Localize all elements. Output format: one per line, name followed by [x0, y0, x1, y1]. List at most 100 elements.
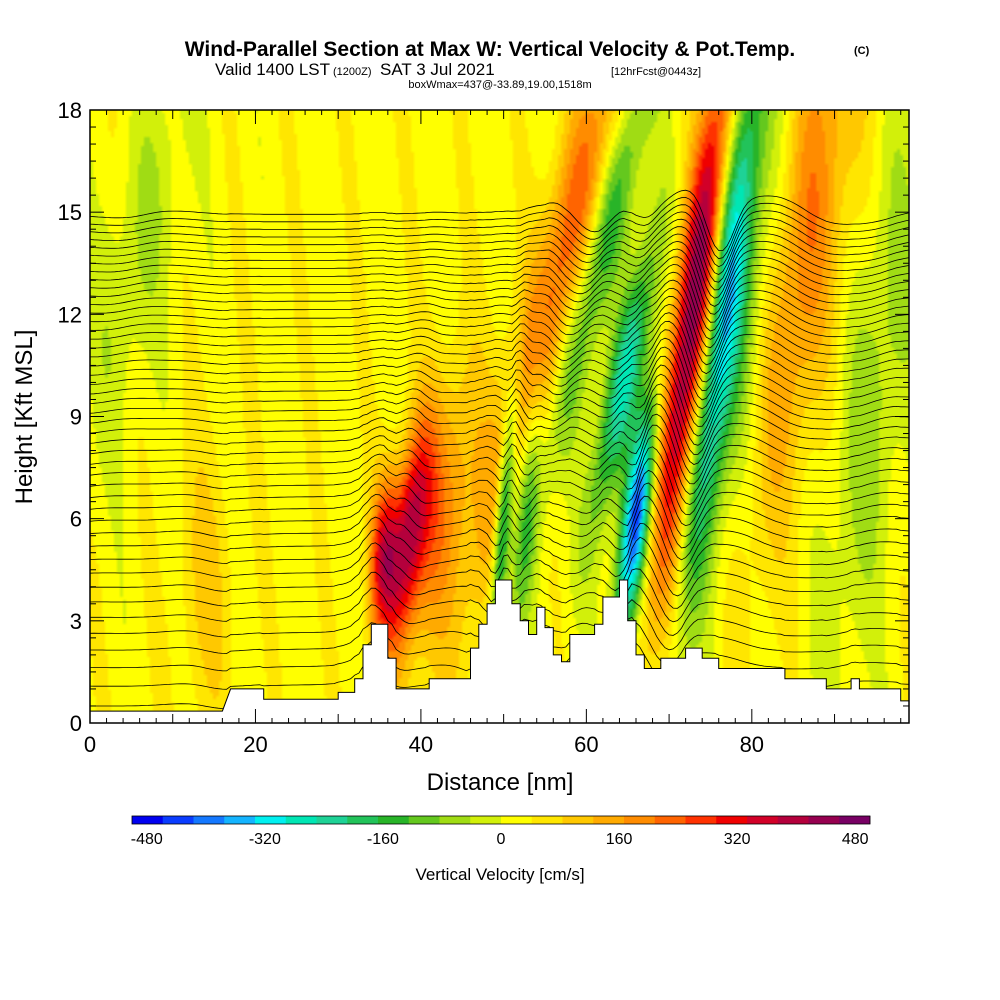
chart-title-copyright: (C): [854, 45, 870, 57]
colorbar-tick-label: -480: [131, 831, 163, 848]
y-tick-label: 15: [58, 200, 82, 225]
theta-contour: [90, 312, 909, 383]
x-tick-label: 80: [740, 732, 764, 757]
colorbar-swatch: [439, 816, 471, 824]
colorbar-tick-label: 320: [724, 831, 751, 848]
plot-area: [90, 110, 909, 723]
theta-contour: [90, 256, 909, 323]
theta-contour: [90, 303, 909, 375]
theta-contour: [90, 495, 909, 561]
colorbar-swatch: [470, 816, 502, 824]
colorbar-swatch: [685, 816, 717, 824]
colorbar-title: Vertical Velocity [cm/s]: [415, 865, 584, 884]
colorbar-swatch: [132, 816, 164, 824]
colorbar-frame: [131, 815, 871, 825]
x-axis-label: Distance [nm]: [427, 769, 574, 796]
theta-contour: [90, 403, 909, 475]
theta-contour: [90, 295, 909, 366]
colorbar-swatch: [716, 816, 748, 824]
theta-contour: [90, 508, 909, 572]
theta-contour: [90, 458, 909, 527]
colorbar-tick-label: 160: [606, 831, 633, 848]
x-axis: 0 20 40 60 80: [84, 110, 902, 757]
theta-contour: [90, 522, 909, 584]
theta-contour: [90, 413, 909, 485]
y-axis-label: Height [Kft MSL]: [11, 330, 38, 505]
chart-subtitle-date: SAT 3 Jul 2021: [380, 60, 495, 79]
colorbar-swatch: [654, 816, 686, 824]
y-tick-label: 9: [70, 405, 82, 430]
colorbar-swatch: [193, 816, 225, 824]
colorbar-swatch: [839, 816, 871, 824]
theta-contour: [90, 233, 909, 299]
colorbar-swatch: [316, 816, 348, 824]
theta-contour: [90, 364, 909, 437]
theta-contour: [90, 189, 909, 251]
colorbar-swatch: [747, 816, 779, 824]
chart-title: Wind-Parallel Section at Max W: Vertical…: [185, 38, 796, 61]
colorbar-swatch: [808, 816, 840, 824]
colorbar-swatch: [285, 816, 317, 824]
colorbar-swatch: [593, 816, 625, 824]
theta-contour: [90, 218, 909, 283]
theta-contour: [90, 287, 909, 357]
theta-contour: [90, 264, 909, 332]
theta-contour: [90, 329, 909, 401]
colorbar-swatch: [562, 816, 594, 824]
theta-contour: [90, 393, 909, 465]
theta-contour: [90, 346, 909, 419]
potential-temperature-contours: [90, 189, 909, 716]
theta-contour: [90, 424, 909, 495]
x-tick-label: 40: [409, 732, 433, 757]
theta-contour: [90, 383, 909, 455]
colorbar-swatch: [162, 816, 194, 824]
colorbar: -480 -320 -160 0 160 320 480: [131, 815, 871, 848]
theta-contour: [90, 271, 909, 340]
chart-subtitle-zulu: (1200Z): [333, 66, 372, 78]
chart-header: Wind-Parallel Section at Max W: Vertical…: [185, 38, 870, 91]
colorbar-swatch: [777, 816, 809, 824]
y-tick-label: 3: [70, 609, 82, 634]
theta-contour: [90, 240, 909, 307]
y-axis: 0 3 6 9 12 15 18: [58, 98, 909, 736]
y-tick-label: 0: [70, 711, 82, 736]
theta-contour: [90, 204, 909, 268]
theta-contour: [90, 211, 909, 275]
theta-contour: [90, 373, 909, 446]
theta-contour: [90, 320, 909, 392]
x-tick-label: 0: [84, 732, 96, 757]
theta-contour: [90, 355, 909, 427]
theta-contour: [90, 196, 909, 260]
chart-subtitle-box: boxWmax=437@-33.89,19.00,1518m: [408, 79, 591, 91]
theta-contour: [90, 337, 909, 410]
x-tick-label: 60: [574, 732, 598, 757]
chart-subtitle-forecast: [12hrFcst@0443z]: [611, 66, 701, 78]
y-tick-label: 12: [58, 302, 82, 327]
colorbar-tick-label: -320: [249, 831, 281, 848]
theta-contour: [90, 446, 909, 516]
theta-contour: [90, 435, 909, 506]
colorbar-swatch: [624, 816, 656, 824]
theta-contour: [90, 226, 909, 291]
x-tick-label: 20: [243, 732, 267, 757]
theta-contour: [90, 469, 909, 537]
theta-contour: [90, 482, 909, 549]
colorbar-swatch: [347, 816, 379, 824]
colorbar-tick-label: -160: [367, 831, 399, 848]
colorbar-swatch: [531, 816, 563, 824]
y-tick-label: 6: [70, 507, 82, 532]
colorbar-swatch: [378, 816, 410, 824]
chart-subtitle-prefix: Valid 1400 LST: [215, 60, 330, 79]
theta-contour: [90, 248, 909, 315]
terrain-mask: [90, 579, 909, 723]
theta-contour: [90, 279, 909, 349]
y-tick-label: 18: [58, 98, 82, 123]
colorbar-swatch: [255, 816, 287, 824]
colorbar-tick-label: 480: [842, 831, 869, 848]
colorbar-swatch: [408, 816, 440, 824]
theta-contour: [90, 536, 909, 597]
colorbar-tick-label: 0: [497, 831, 506, 848]
colorbar-swatch: [501, 816, 533, 824]
colorbar-swatch: [224, 816, 256, 824]
